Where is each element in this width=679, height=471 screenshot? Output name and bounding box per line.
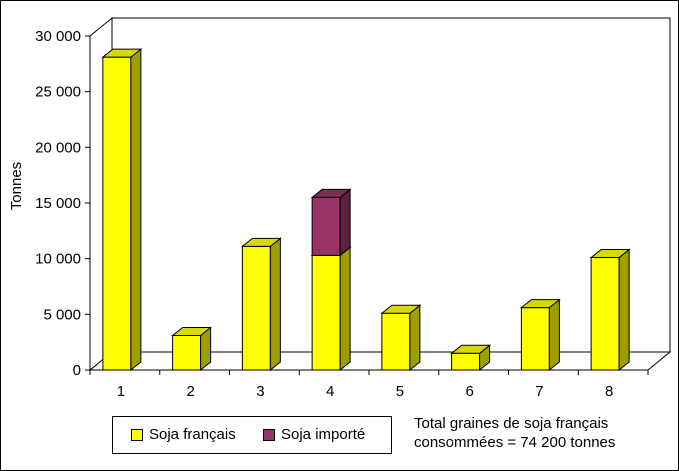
bar-1-soja-francais-side bbox=[130, 48, 142, 372]
x-tick-label: 7 bbox=[535, 383, 543, 400]
bar-4-soja-importe-top bbox=[310, 188, 352, 198]
bar-4-soja-importe-side bbox=[339, 188, 351, 257]
bar-4-soja-importe-front bbox=[311, 196, 341, 256]
bar-1-soja-francais-top bbox=[101, 48, 143, 58]
y-tick-label: 10 000 bbox=[35, 251, 81, 268]
y-tick-label: 5 000 bbox=[43, 306, 81, 323]
bar-7-soja-francais-side bbox=[548, 298, 560, 372]
bar-5-soja-francais-side bbox=[409, 304, 421, 372]
x-tick-label: 3 bbox=[256, 383, 264, 400]
bar-6-soja-francais-top bbox=[450, 344, 492, 354]
x-tick-label: 6 bbox=[465, 383, 473, 400]
legend-item-soja-francais: Soja français bbox=[131, 426, 236, 443]
bar-5-soja-francais-front bbox=[381, 312, 411, 371]
total-note-line-1: Total graines de soja français bbox=[414, 415, 609, 432]
bar-5-soja-francais-top bbox=[380, 304, 422, 314]
legend-label-soja-francais: Soja français bbox=[149, 426, 236, 443]
y-tick-label: 25 000 bbox=[35, 84, 81, 101]
y-tick-label: 20 000 bbox=[35, 139, 81, 156]
bar-2-soja-francais-top bbox=[171, 326, 213, 336]
bar-2-soja-francais-front bbox=[172, 334, 202, 371]
y-tick-label: 0 bbox=[73, 362, 81, 379]
y-axis-label: Tonnes bbox=[8, 162, 25, 210]
bar-3-soja-francais-front bbox=[241, 245, 271, 371]
bar-8-soja-francais-front bbox=[590, 257, 620, 371]
bar-6-soja-francais-front bbox=[451, 352, 481, 371]
total-note: Total graines de soja français consommée… bbox=[414, 414, 615, 452]
bar-1-soja-francais-front bbox=[102, 56, 132, 371]
bar-3-soja-francais-top bbox=[240, 237, 282, 247]
legend-item-soja-importe: Soja importé bbox=[263, 426, 365, 443]
legend: Soja français Soja importé bbox=[112, 416, 392, 454]
legend-label-soja-importe: Soja importé bbox=[281, 426, 366, 443]
bar-8-soja-francais-side bbox=[618, 248, 630, 372]
bar-8-soja-francais-top bbox=[589, 249, 631, 259]
legend-swatch-soja-francais bbox=[131, 428, 143, 441]
x-tick-label: 4 bbox=[326, 383, 334, 400]
bar-4-soja-francais-side bbox=[339, 246, 351, 372]
x-tick-label: 1 bbox=[117, 383, 125, 400]
x-tick-label: 8 bbox=[605, 383, 613, 400]
y-tick-label: 15 000 bbox=[35, 195, 81, 212]
back-wall bbox=[111, 17, 671, 353]
x-tick-label: 5 bbox=[396, 383, 404, 400]
total-note-line-2: consommées = 74 200 tonnes bbox=[414, 434, 616, 451]
y-tick-label: 30 000 bbox=[35, 28, 81, 45]
bar-3-soja-francais-side bbox=[269, 237, 281, 372]
bar-4-soja-francais-front bbox=[311, 254, 341, 371]
bar-7-soja-francais-front bbox=[520, 307, 550, 371]
legend-swatch-soja-importe bbox=[263, 428, 275, 441]
bar-7-soja-francais-top bbox=[519, 299, 561, 309]
x-tick-label: 2 bbox=[186, 383, 194, 400]
